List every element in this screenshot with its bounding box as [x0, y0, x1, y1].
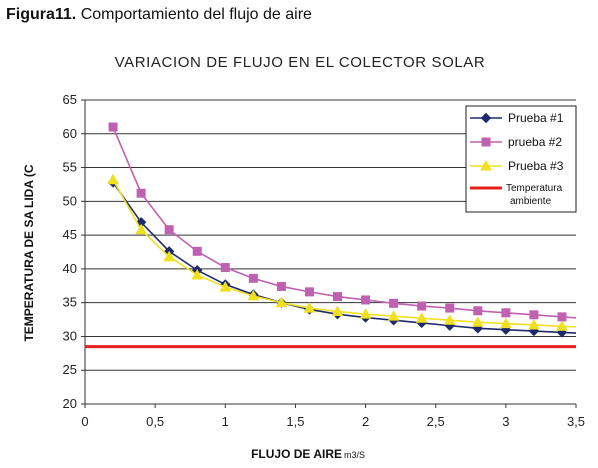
data-point [108, 122, 118, 132]
data-point [135, 223, 147, 235]
y-tick-label: 35 [63, 295, 77, 310]
data-point [387, 310, 400, 321]
data-point [304, 287, 314, 297]
data-point [557, 312, 567, 322]
data-point [220, 263, 230, 273]
legend-box [465, 105, 577, 213]
data-point [361, 295, 371, 305]
y-tick-label: 30 [63, 328, 77, 343]
y-tick-label: 25 [63, 362, 77, 377]
figure-caption-text: Comportamiento del flujo de aire [80, 6, 312, 23]
data-point [107, 173, 119, 185]
figure-number: Figura11. [6, 6, 77, 23]
data-point [443, 314, 456, 325]
data-point [471, 316, 484, 327]
data-point [303, 302, 316, 313]
data-point [417, 301, 427, 311]
figure-caption: Figura11. Comportamiento del flujo de ai… [6, 6, 312, 24]
legend-label: Prueba #1 [508, 111, 564, 125]
data-point [529, 310, 539, 320]
data-point [136, 188, 146, 198]
x-tick-label: 1,5 [286, 414, 304, 429]
data-point [500, 317, 512, 329]
x-tick-label: 0 [81, 414, 88, 429]
x-tick-label: 0,5 [146, 414, 164, 429]
x-tick-label: 2,5 [427, 414, 445, 429]
data-point [248, 273, 258, 283]
data-point [219, 281, 232, 292]
x-axis-unit: m3/S [344, 450, 365, 460]
y-tick-label: 55 [63, 160, 77, 175]
data-point [275, 296, 288, 308]
x-tick-label: 3,5 [567, 414, 585, 429]
series-line-3 [112, 179, 577, 328]
data-point [163, 250, 176, 262]
data-point [192, 246, 202, 256]
x-axis-label: FLUJO DE AIRE [251, 447, 342, 461]
y-tick-label: 40 [63, 261, 77, 276]
y-tick-label: 20 [63, 396, 77, 411]
x-tick-label: 1 [222, 414, 229, 429]
data-point [528, 318, 540, 330]
data-point [333, 292, 343, 302]
data-point [331, 305, 344, 316]
y-tick-label: 50 [63, 193, 77, 208]
data-point [247, 289, 260, 301]
data-point [415, 312, 428, 323]
data-point [359, 308, 372, 319]
data-point [389, 298, 399, 308]
legend-label: prueba #2 [508, 135, 562, 149]
series-line-2 [112, 126, 577, 319]
data-point [473, 306, 483, 316]
legend-label: Prueba #3 [508, 159, 564, 173]
data-point [556, 320, 568, 331]
legend-label: Temperatura ambiente [506, 183, 563, 207]
legend-marker [480, 159, 492, 171]
legend-marker [481, 137, 491, 147]
data-point [445, 303, 455, 313]
data-point [276, 281, 286, 291]
data-point [501, 308, 511, 318]
data-point [164, 225, 174, 235]
y-tick-label: 60 [63, 126, 77, 141]
plot-area: 20 25 30 35 40 45 50 55 60 65 0 0,5 1 1,5 2 2,5 3 3,5 [63, 92, 586, 429]
x-tick-label: 3 [502, 414, 509, 429]
legend: Prueba #1 prueba #2 Prueba #3 Temperatura am… [465, 105, 577, 213]
data-point [191, 268, 204, 280]
legend-marker [480, 112, 492, 124]
y-axis-label: TEMPERATURA DE SA LIDA (C [22, 164, 36, 341]
chart-title: VARIACION DE FLUJO EN EL COLECTOR SOLAR [115, 54, 486, 71]
x-tick-label: 2 [362, 414, 369, 429]
y-tick-label: 65 [63, 92, 77, 107]
y-tick-label: 45 [63, 227, 77, 242]
